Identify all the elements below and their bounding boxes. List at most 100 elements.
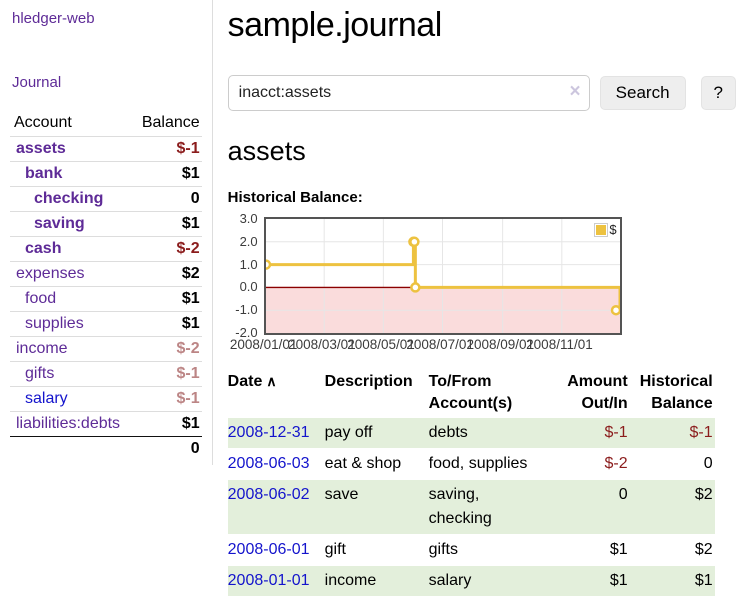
register-date-cell: 2008-12-31 — [228, 418, 325, 449]
account-name-cell: income — [10, 337, 132, 362]
x-tick-label: 2008/07/01 — [406, 337, 474, 352]
register-row: 2008-12-31 pay off debts $-1 $-1 — [227, 418, 715, 449]
chart-title: Historical Balance: — [227, 189, 363, 206]
x-tick-label: 2008/01/01 — [229, 337, 298, 352]
date-column-header[interactable]: Date ∧ — [227, 373, 277, 390]
account-link[interactable]: expenses — [16, 265, 85, 282]
register-accounts-cell: food, supplies — [428, 455, 528, 473]
account-row: saving $1 — [10, 211, 202, 237]
register-date-cell: 2008-06-02 — [228, 480, 325, 535]
y-tick-label: 2.0 — [239, 233, 258, 249]
x-tick-label: 2008/05/01 — [347, 337, 415, 352]
sort-ascending-icon: ∧ — [266, 373, 277, 389]
register-amount-cell: $1 — [609, 572, 628, 590]
account-name-cell: gifts — [10, 362, 132, 387]
account-name-cell: salary — [10, 387, 132, 412]
account-link[interactable]: checking — [34, 190, 104, 207]
account-link[interactable]: bank — [25, 165, 63, 182]
x-tick-label: 2008/11/01 — [526, 337, 593, 352]
transaction-date-link[interactable]: 2008-06-02 — [227, 486, 310, 504]
y-tick-label: -1.0 — [235, 302, 258, 318]
register-amount-cell: $1 — [609, 541, 628, 559]
register-description-cell: eat & shop — [324, 455, 402, 473]
transaction-date-link[interactable]: 2008-01-01 — [227, 572, 310, 590]
account-row: salary $-1 — [10, 386, 202, 412]
account-link[interactable]: liabilities:debts — [16, 415, 121, 432]
tofrom-column-header: To/From Account(s) — [428, 373, 513, 412]
account-name-cell: checking — [10, 187, 132, 212]
account-row: income $-2 — [10, 336, 202, 362]
account-row: expenses $2 — [10, 261, 202, 287]
account-link[interactable]: food — [25, 290, 57, 307]
account-link[interactable]: salary — [25, 390, 68, 407]
transaction-date-link[interactable]: 2008-06-03 — [227, 455, 310, 473]
chart-legend: $ — [594, 222, 617, 237]
register-accounts-cell: gifts — [428, 541, 458, 559]
app-title-link[interactable]: hledger-web — [12, 10, 95, 27]
y-tick-label: 0.0 — [239, 279, 258, 295]
register-row: 2008-01-01 income salary $1 $1 — [227, 565, 715, 597]
account-link[interactable]: supplies — [25, 315, 84, 332]
register-amount-cell: $-2 — [604, 455, 628, 473]
account-row: cash $-2 — [10, 236, 202, 262]
account-name-cell: bank — [10, 162, 132, 187]
account-link[interactable]: cash — [25, 240, 62, 257]
account-balance: $1 — [181, 290, 200, 307]
register-description-cell: save — [324, 486, 359, 504]
register-description-cell: income — [324, 572, 377, 590]
account-name-cell: supplies — [10, 312, 132, 337]
register-date-cell: 2008-06-01 — [228, 535, 325, 566]
y-tick-label: 1.0 — [239, 256, 258, 272]
register-balance-cell: 0 — [703, 455, 713, 473]
search-button[interactable]: Search — [599, 76, 686, 110]
transaction-date-link[interactable]: 2008-06-01 — [227, 541, 310, 559]
account-row: checking 0 — [10, 186, 202, 212]
account-row: gifts $-1 — [10, 361, 202, 387]
register-row: 2008-06-01 gift gifts $1 $2 — [227, 535, 715, 566]
account-heading: assets — [227, 136, 306, 166]
register-accounts-cell: salary — [428, 572, 472, 590]
chart-plot-area: $ — [263, 217, 622, 335]
clear-search-icon[interactable]: × — [569, 81, 581, 102]
account-balance: 0 — [190, 190, 200, 207]
account-balance: $1 — [181, 165, 200, 182]
account-name-cell: assets — [10, 137, 132, 162]
description-column-header: Description — [324, 373, 413, 390]
account-link[interactable]: saving — [34, 215, 85, 232]
register-balance-cell: $2 — [694, 486, 713, 504]
account-row: food $1 — [10, 286, 202, 312]
y-tick-label: -2.0 — [235, 325, 258, 340]
legend-label: $ — [609, 222, 617, 237]
account-balance: $1 — [181, 315, 200, 332]
account-balance: $-2 — [176, 240, 200, 257]
account-link[interactable]: gifts — [25, 365, 55, 382]
accounts-table-header: Account Balance — [10, 111, 202, 137]
register-description-cell: gift — [324, 541, 346, 559]
transaction-date-link[interactable]: 2008-12-31 — [227, 424, 310, 442]
register-description-cell: pay off — [324, 424, 373, 442]
account-balance: $2 — [181, 265, 200, 282]
accounts-total-row: 0 — [10, 436, 202, 462]
register-balance-cell: $2 — [694, 541, 713, 559]
help-button[interactable]: ? — [700, 76, 736, 110]
account-balance: $-1 — [176, 140, 200, 157]
register-row: 2008-06-02 save saving, checking 0 $2 — [227, 479, 715, 535]
register-balance-cell: $1 — [694, 572, 713, 590]
account-balance: $-2 — [176, 340, 200, 357]
y-tick-label: 3.0 — [239, 211, 258, 226]
register-date-cell: 2008-06-03 — [228, 449, 325, 480]
account-link[interactable]: income — [16, 340, 68, 357]
amount-column-header: Amount Out/In — [567, 373, 628, 412]
search-input[interactable] — [227, 75, 590, 111]
balance-column-header: Balance — [141, 114, 200, 131]
sidebar-item-journal[interactable]: Journal — [12, 74, 62, 91]
account-balance: $1 — [181, 215, 200, 232]
accounts-table: Account Balance assets $-1 bank $1 checking 0… — [10, 111, 202, 461]
chart-svg — [265, 219, 620, 333]
register-amount-cell: $-1 — [604, 424, 628, 442]
register-accounts-cell: debts — [428, 424, 468, 442]
account-link[interactable]: assets — [16, 140, 66, 157]
account-column-header: Account — [14, 114, 72, 131]
account-name-cell: expenses — [10, 262, 132, 287]
